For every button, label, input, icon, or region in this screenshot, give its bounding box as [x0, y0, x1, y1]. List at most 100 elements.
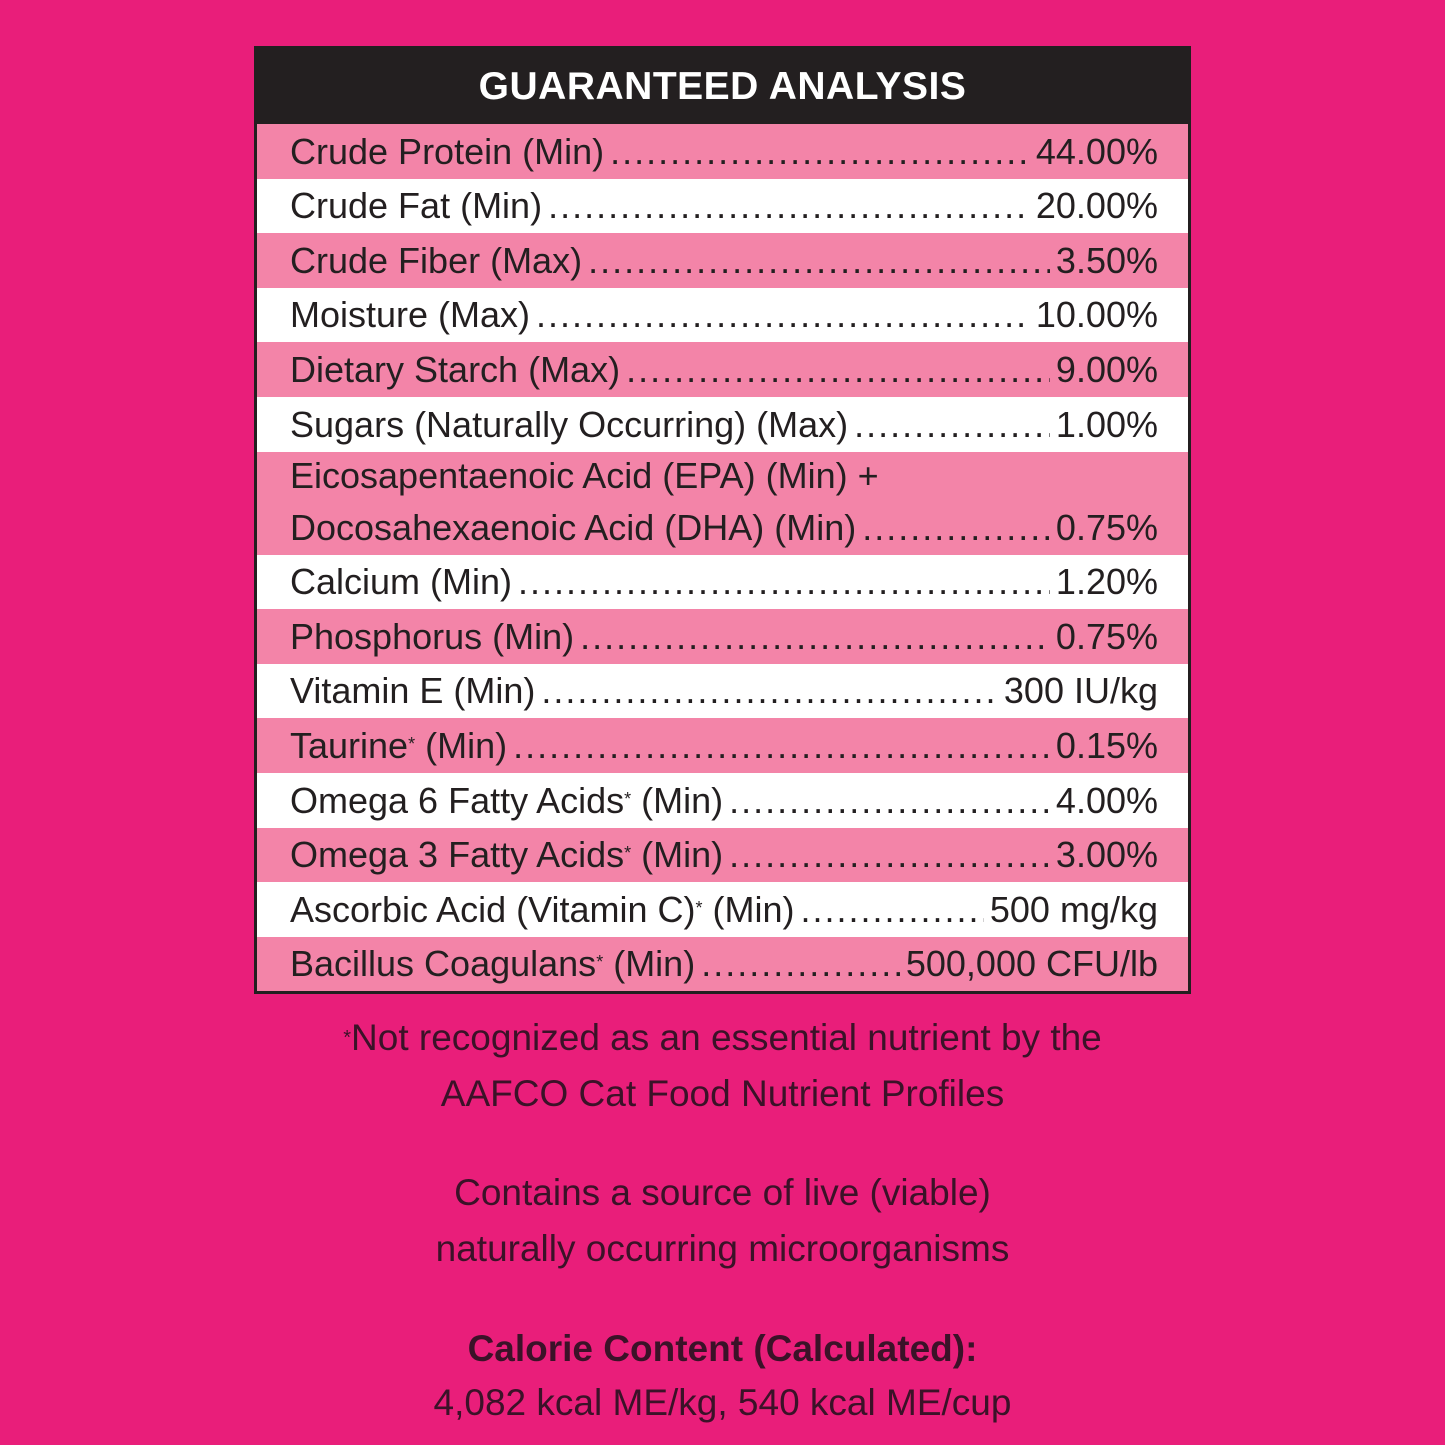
dot-leader: ........................................… [729, 834, 1050, 876]
dot-leader: ........................................… [580, 615, 1050, 657]
nutrient-name: Ascorbic Acid (Vitamin C) [290, 888, 696, 930]
dot-leader: ........................................… [513, 724, 1050, 766]
nutrient-qualifier: (Max) [428, 294, 531, 336]
nutrient-qualifier: (Min) [482, 615, 575, 657]
row-label: Crude Protein (Min) [290, 125, 604, 179]
nutrient-name: Docosahexaenoic Acid (DHA) [290, 506, 765, 548]
dot-leader: ........................................… [626, 348, 1050, 390]
asterisk-mark: * [624, 843, 632, 864]
nutrient-qualifier: (Min) [631, 834, 724, 876]
dot-leader: ........................................… [518, 561, 1050, 603]
nutrient-name: Phosphorus [290, 615, 483, 657]
row-label: Calcium (Min) [290, 555, 512, 609]
nutrient-qualifier: (Min) [512, 130, 605, 172]
nutrient-qualifier: (Min) [443, 670, 536, 712]
nutrient-name: Calcium [290, 561, 421, 603]
nutrient-qualifier: (Min) [764, 506, 857, 548]
analysis-row: Crude Fat (Min).........................… [257, 178, 1188, 234]
analysis-rows: Crude Protein (Min).....................… [257, 124, 1188, 992]
nutrient-qualifier: (Max) [518, 348, 621, 390]
nutrient-name: Taurine [290, 724, 409, 766]
footnote-asterisk: * [343, 1027, 352, 1049]
row-label: Moisture (Max) [290, 288, 530, 342]
nutrient-qualifier: (Min) [603, 943, 696, 985]
nutrient-value: 10.00% [1035, 294, 1158, 336]
nutrient-value: 44.00% [1035, 130, 1158, 172]
analysis-row: Dietary Starch (Max)....................… [257, 342, 1188, 397]
dot-leader: ........................................… [729, 779, 1050, 821]
nutrient-value: 1.20% [1055, 561, 1158, 603]
probiotic-note-line-1: Contains a source of live (viable) [454, 1172, 991, 1213]
nutrient-name: Sugars (Naturally Occurring) [290, 403, 747, 445]
nutrient-name: Omega 6 Fatty Acids [290, 779, 625, 821]
analysis-row: Omega 6 Fatty Acids* (Min)..............… [257, 772, 1188, 828]
nutrient-qualifier: (Min) [702, 888, 795, 930]
probiotic-note-line-2: naturally occurring microorganisms [435, 1228, 1010, 1269]
row-label: Omega 3 Fatty Acids* (Min) [290, 828, 723, 882]
row-label: Bacillus Coagulans* (Min) [290, 937, 695, 991]
analysis-row: Crude Fiber (Max).......................… [257, 233, 1188, 288]
analysis-row: Calcium (Min)...........................… [257, 554, 1188, 610]
footnote: *Not recognized as an essential nutrient… [0, 1010, 1445, 1122]
nutrient-value: 0.75% [1055, 506, 1158, 548]
nutrient-qualifier: (Min) [450, 185, 543, 227]
dot-leader: ........................................… [588, 239, 1050, 281]
nutrient-value: 0.15% [1055, 724, 1158, 766]
row-label: Dietary Starch (Max) [290, 343, 620, 397]
nutrient-value: 3.50% [1055, 239, 1158, 281]
dot-leader: ........................................… [854, 403, 1050, 445]
nutrient-value: 3.00% [1055, 834, 1158, 876]
row-label: Docosahexaenoic Acid (DHA) (Min) [290, 501, 856, 555]
nutrient-name: Crude Fiber [290, 239, 481, 281]
probiotic-note: Contains a source of live (viable) natur… [0, 1165, 1445, 1277]
nutrient-value: 9.00% [1055, 348, 1158, 390]
nutrient-name: Crude Fat [290, 185, 451, 227]
row-label: Taurine* (Min) [290, 719, 507, 773]
dot-leader: ........................................… [862, 506, 1050, 548]
dot-leader: ........................................… [536, 294, 1030, 336]
dot-leader: ........................................… [610, 130, 1030, 172]
row-label: Phosphorus (Min) [290, 610, 574, 664]
nutrient-qualifier: (Max) [746, 403, 849, 445]
dot-leader: ........................................… [541, 670, 998, 712]
analysis-row: Moisture (Max)..........................… [257, 287, 1188, 343]
nutrient-name: Bacillus Coagulans [290, 943, 597, 985]
asterisk-mark: * [624, 788, 632, 809]
nutrient-value: 500 mg/kg [989, 888, 1158, 930]
nutrient-value: 4.00% [1055, 779, 1158, 821]
asterisk-mark: * [596, 952, 604, 973]
nutrient-value: 500,000 CFU/lb [905, 943, 1158, 985]
asterisk-mark: * [695, 897, 703, 918]
asterisk-mark: * [408, 733, 416, 754]
nutrient-value: 20.00% [1035, 185, 1158, 227]
nutrient-value: 300 IU/kg [1003, 670, 1158, 712]
nutrient-qualifier: (Min) [415, 724, 508, 766]
guaranteed-analysis-table: GUARANTEED ANALYSIS Crude Protein (Min).… [254, 46, 1191, 995]
nutrient-name: Omega 3 Fatty Acids [290, 834, 625, 876]
nutrient-name: Moisture [290, 294, 429, 336]
nutrient-value: 0.75% [1055, 615, 1158, 657]
row-label: Vitamin E (Min) [290, 664, 535, 718]
row-label: Omega 6 Fatty Acids* (Min) [290, 774, 723, 828]
nutrient-qualifier: (Min) [420, 561, 513, 603]
table-title: GUARANTEED ANALYSIS [257, 49, 1188, 124]
row-label: Ascorbic Acid (Vitamin C)* (Min) [290, 883, 794, 937]
analysis-row: Vitamin E (Min).........................… [257, 663, 1188, 719]
row-label-line-1: Eicosapentaenoic Acid (EPA) (Min) + [290, 454, 879, 496]
footnote-line-2: AAFCO Cat Food Nutrient Profiles [440, 1073, 1005, 1114]
nutrient-name: Dietary Starch [290, 348, 519, 390]
calorie-value: 4,082 kcal ME/kg, 540 kcal ME/cup [433, 1382, 1012, 1423]
dot-leader: ........................................… [548, 185, 1030, 227]
analysis-row: Sugars (Naturally Occurring) (Max)......… [257, 396, 1188, 452]
footnote-line-1: Not recognized as an essential nutrient … [351, 1017, 1102, 1058]
analysis-row: Ascorbic Acid (Vitamin C)* (Min)........… [257, 882, 1188, 937]
analysis-row: Crude Protein (Min).....................… [257, 124, 1188, 179]
calorie-heading: Calorie Content (Calculated): [467, 1328, 978, 1369]
row-label: Crude Fat (Min) [290, 179, 542, 233]
analysis-row: Eicosapentaenoic Acid (EPA) (Min) + Docos… [257, 451, 1188, 555]
row-label: Crude Fiber (Max) [290, 234, 582, 288]
analysis-row: Phosphorus (Min)........................… [257, 609, 1188, 664]
nutrient-name: Vitamin E [290, 670, 444, 712]
nutrient-name: Crude Protein [290, 130, 513, 172]
nutrient-value: 1.00% [1055, 403, 1158, 445]
